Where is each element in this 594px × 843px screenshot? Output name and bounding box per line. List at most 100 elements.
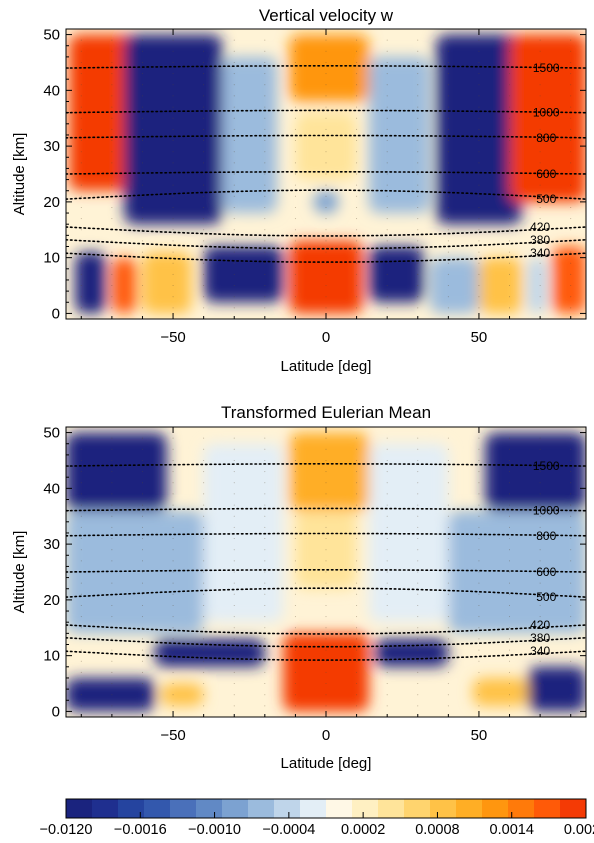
- pressure-contour: [66, 239, 586, 250]
- grid-dot: [80, 117, 82, 119]
- grid-dots: [80, 437, 572, 707]
- grid-dot: [325, 705, 327, 707]
- grid-dot: [570, 218, 572, 220]
- grid-dot: [203, 705, 205, 707]
- grid-dot: [172, 39, 174, 41]
- grid-dot: [172, 705, 174, 707]
- grid-dot: [172, 218, 174, 220]
- grid-dot: [111, 307, 113, 309]
- grid-dot: [325, 582, 327, 584]
- grid-dot: [80, 526, 82, 528]
- grid-dot: [233, 307, 235, 309]
- grid-dot: [111, 95, 113, 97]
- grid-dot: [233, 616, 235, 618]
- grid-dot: [386, 649, 388, 651]
- grid-dot: [447, 504, 449, 506]
- grid-dot: [111, 162, 113, 164]
- x-tick-label: 0: [322, 329, 330, 346]
- grid-dot: [478, 627, 480, 629]
- grid-dot: [203, 582, 205, 584]
- grid-dot: [203, 526, 205, 528]
- grid-dot: [111, 504, 113, 506]
- grid-dot: [356, 285, 358, 287]
- grid-dot: [325, 538, 327, 540]
- grid-dot: [111, 459, 113, 461]
- grid-dot: [111, 660, 113, 662]
- colorbar-cell: [222, 799, 249, 818]
- grid-dot: [386, 526, 388, 528]
- grid-dot: [80, 307, 82, 309]
- grid-dot: [325, 448, 327, 450]
- grid-dot: [294, 162, 296, 164]
- y-tick-label: 50: [43, 27, 60, 44]
- grid-dot: [294, 627, 296, 629]
- grid-dot: [386, 195, 388, 197]
- grid-dot: [264, 538, 266, 540]
- colorbar-cell: [196, 799, 223, 818]
- grid-dot: [356, 660, 358, 662]
- grid-dot: [203, 671, 205, 673]
- grid-dot: [386, 482, 388, 484]
- grid-dot: [539, 683, 541, 685]
- y-tick-label: 20: [43, 194, 60, 211]
- grid-dot: [264, 39, 266, 41]
- grid-dot: [386, 493, 388, 495]
- grid-dot: [203, 307, 205, 309]
- grid-dot: [325, 229, 327, 231]
- grid-dot: [264, 694, 266, 696]
- grid-dot: [172, 195, 174, 197]
- grid-dot: [539, 95, 541, 97]
- grid-dot: [172, 106, 174, 108]
- grid-dot: [294, 206, 296, 208]
- grid-dot: [386, 459, 388, 461]
- grid-dot: [539, 549, 541, 551]
- grid-dot: [172, 683, 174, 685]
- grid-dot: [294, 694, 296, 696]
- grid-dot: [570, 61, 572, 63]
- grid-dot: [233, 206, 235, 208]
- pressure-contour: [66, 252, 586, 263]
- grid-dot: [570, 526, 572, 528]
- grid-dot: [539, 285, 541, 287]
- grid-dot: [233, 705, 235, 707]
- grid-dot: [172, 262, 174, 264]
- grid-dot: [325, 117, 327, 119]
- grid-dot: [203, 106, 205, 108]
- grid-dot: [478, 504, 480, 506]
- grid-dot: [539, 705, 541, 707]
- grid-dot: [264, 140, 266, 142]
- grid-dot: [509, 117, 511, 119]
- grid-dot: [447, 649, 449, 651]
- y-tick-label: 20: [43, 592, 60, 609]
- field-region: [222, 56, 278, 214]
- grid-dot: [539, 240, 541, 242]
- grid-dot: [80, 549, 82, 551]
- grid-dot: [172, 437, 174, 439]
- grid-dot: [233, 173, 235, 175]
- grid-dot: [325, 593, 327, 595]
- grid-dot: [417, 73, 419, 75]
- grid-dot: [233, 627, 235, 629]
- grid-dot: [417, 162, 419, 164]
- field-region: [124, 34, 222, 225]
- grid-dot: [570, 128, 572, 130]
- grid-dot: [417, 582, 419, 584]
- grid-dot: [203, 61, 205, 63]
- colorbar-tick-label: −0.0004: [262, 822, 315, 838]
- grid-dot: [80, 593, 82, 595]
- grid-dot: [325, 95, 327, 97]
- grid-dot: [570, 627, 572, 629]
- grid-dot: [570, 73, 572, 75]
- grid-dot: [570, 229, 572, 231]
- y-axis-label: Altitude [km]: [11, 531, 28, 614]
- grid-dot: [233, 437, 235, 439]
- grid-dot: [386, 604, 388, 606]
- grid-dot: [509, 526, 511, 528]
- grid-dot: [141, 604, 143, 606]
- grid-dot: [141, 106, 143, 108]
- grid-dot: [539, 493, 541, 495]
- grid-dot: [264, 218, 266, 220]
- grid-dot: [233, 604, 235, 606]
